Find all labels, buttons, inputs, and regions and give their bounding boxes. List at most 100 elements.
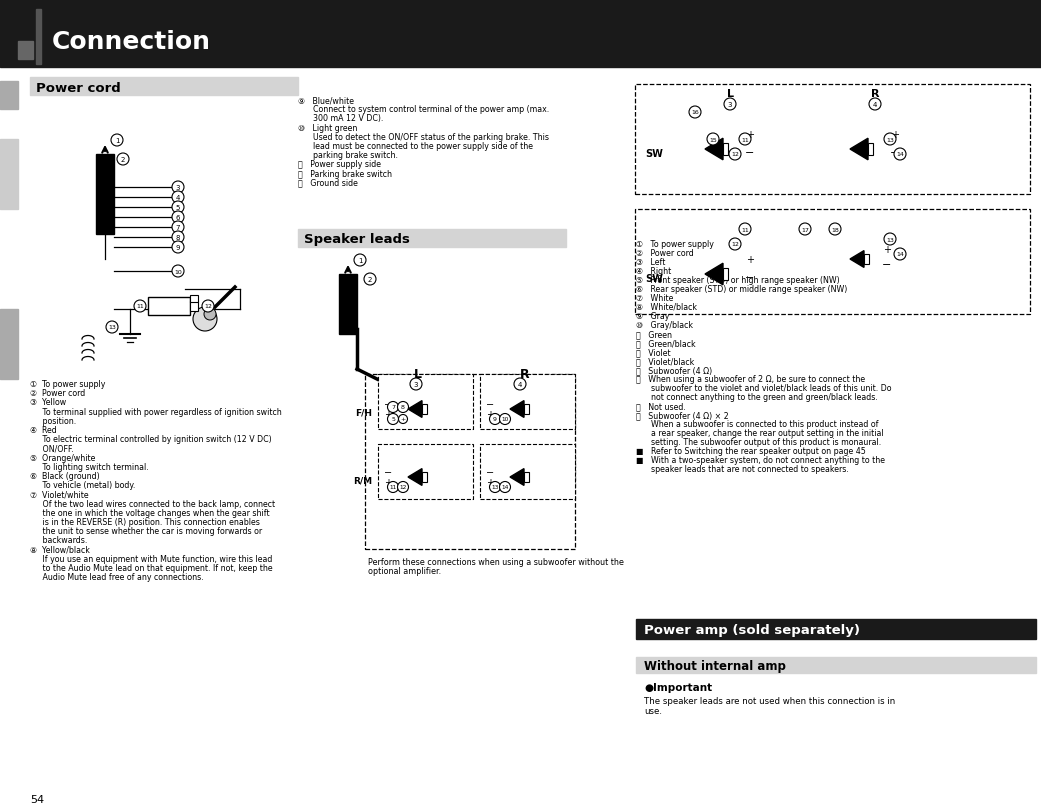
Text: −: − (745, 273, 755, 283)
Circle shape (729, 238, 741, 251)
Circle shape (489, 414, 501, 425)
Text: To electric terminal controlled by ignition switch (12 V DC): To electric terminal controlled by ignit… (30, 434, 272, 443)
Bar (422, 405, 427, 414)
Text: 4: 4 (517, 381, 523, 388)
Text: 1: 1 (115, 138, 120, 144)
Polygon shape (850, 251, 864, 268)
Circle shape (364, 274, 376, 286)
Text: ON/OFF.: ON/OFF. (30, 444, 74, 453)
Circle shape (739, 134, 751, 146)
Text: optional amplifier.: optional amplifier. (369, 566, 441, 575)
Text: +: + (486, 410, 494, 419)
Text: ⑮   Subwoofer (4 Ω): ⑮ Subwoofer (4 Ω) (636, 365, 712, 374)
Bar (0, 82, 18, 110)
Polygon shape (510, 469, 524, 486)
Text: +: + (486, 478, 494, 487)
Text: subwoofer to the violet and violet/black leads of this unit. Do: subwoofer to the violet and violet/black… (636, 384, 891, 393)
Text: ⑩   Gray/black: ⑩ Gray/black (636, 320, 693, 329)
Text: ⑤  Orange/white: ⑤ Orange/white (30, 453, 96, 462)
Bar (365, 374, 575, 549)
Text: 16: 16 (691, 110, 699, 116)
Text: R: R (870, 89, 880, 99)
Text: ④   Right: ④ Right (636, 267, 671, 275)
Text: 13: 13 (886, 137, 894, 142)
Polygon shape (850, 139, 868, 161)
Text: To lighting switch terminal.: To lighting switch terminal. (30, 463, 149, 471)
Circle shape (193, 308, 217, 332)
Circle shape (894, 149, 906, 161)
Text: ⑦   White: ⑦ White (636, 294, 674, 303)
Text: 3: 3 (728, 102, 732, 108)
Bar (635, 210, 1030, 315)
Circle shape (500, 414, 510, 425)
Text: 14: 14 (896, 252, 904, 257)
Text: Used to detect the ON/OFF status of the parking brake. This: Used to detect the ON/OFF status of the … (298, 132, 549, 141)
Text: L: L (727, 89, 734, 99)
Bar (378, 374, 473, 430)
Circle shape (884, 234, 896, 246)
Text: setting. The subwoofer output of this product is monaural.: setting. The subwoofer output of this pr… (636, 438, 882, 446)
Text: position.: position. (30, 416, 76, 426)
Text: 7: 7 (176, 225, 180, 230)
Circle shape (387, 402, 399, 413)
Bar (378, 444, 473, 499)
Text: backwards.: backwards. (30, 536, 87, 544)
Circle shape (729, 149, 741, 161)
Text: a rear speaker, change the rear output setting in the initial: a rear speaker, change the rear output s… (636, 429, 884, 438)
Circle shape (500, 482, 510, 493)
Circle shape (689, 107, 701, 119)
Text: ⑨   Gray: ⑨ Gray (636, 312, 669, 320)
Text: ⑪   Green: ⑪ Green (636, 329, 672, 339)
Text: 11: 11 (741, 137, 748, 142)
Text: 11: 11 (136, 304, 144, 309)
Polygon shape (408, 402, 422, 418)
Text: +: + (746, 255, 754, 265)
Text: +: + (384, 478, 392, 487)
Text: lead must be connected to the power supply side of the: lead must be connected to the power supp… (298, 142, 533, 151)
Text: 7: 7 (391, 405, 395, 410)
Bar (148, 298, 191, 316)
Text: If you use an equipment with Mute function, wire this lead: If you use an equipment with Mute functi… (30, 554, 273, 563)
Circle shape (869, 99, 881, 111)
Bar (868, 144, 873, 156)
Bar (18, 42, 33, 60)
Circle shape (202, 300, 214, 312)
Bar (480, 374, 575, 430)
Circle shape (514, 378, 526, 390)
Bar (723, 144, 728, 156)
Text: 2: 2 (121, 157, 125, 163)
Text: 13: 13 (491, 485, 499, 490)
Text: −: − (883, 259, 892, 270)
Circle shape (707, 134, 719, 146)
Bar (524, 472, 529, 483)
Bar (191, 296, 198, 303)
Text: +: + (891, 130, 899, 140)
Text: +: + (883, 245, 891, 255)
Text: ①   To power supply: ① To power supply (636, 240, 714, 249)
Text: ⑪   Power supply side: ⑪ Power supply side (298, 161, 381, 169)
Text: ⑬   Violet: ⑬ Violet (636, 348, 670, 357)
Polygon shape (705, 264, 723, 285)
Text: R: R (520, 368, 530, 381)
Circle shape (111, 135, 123, 147)
Text: ⑨   Blue/white: ⑨ Blue/white (298, 96, 354, 105)
Text: Perform these connections when using a subwoofer without the: Perform these connections when using a s… (369, 557, 624, 566)
Text: ⑭   Violet/black: ⑭ Violet/black (636, 357, 694, 365)
Text: Of the two lead wires connected to the back lamp, connect: Of the two lead wires connected to the b… (30, 499, 275, 508)
Text: the unit to sense whether the car is moving forwards or: the unit to sense whether the car is mov… (30, 527, 262, 536)
Text: 12: 12 (204, 304, 212, 309)
Circle shape (204, 308, 215, 320)
Circle shape (172, 232, 184, 243)
Text: Power cord: Power cord (36, 81, 121, 95)
Text: ⑫   Parking brake switch: ⑫ Parking brake switch (298, 169, 392, 178)
Circle shape (387, 482, 399, 493)
Text: 8: 8 (176, 234, 180, 241)
Circle shape (723, 99, 736, 111)
Circle shape (172, 212, 184, 224)
Text: 300 mA 12 V DC).: 300 mA 12 V DC). (298, 114, 383, 123)
Polygon shape (705, 139, 723, 161)
Text: 14: 14 (502, 485, 509, 490)
Bar (636, 619, 1036, 639)
Circle shape (894, 249, 906, 261)
Text: the one in which the voltage changes when the gear shift: the one in which the voltage changes whe… (30, 508, 270, 517)
